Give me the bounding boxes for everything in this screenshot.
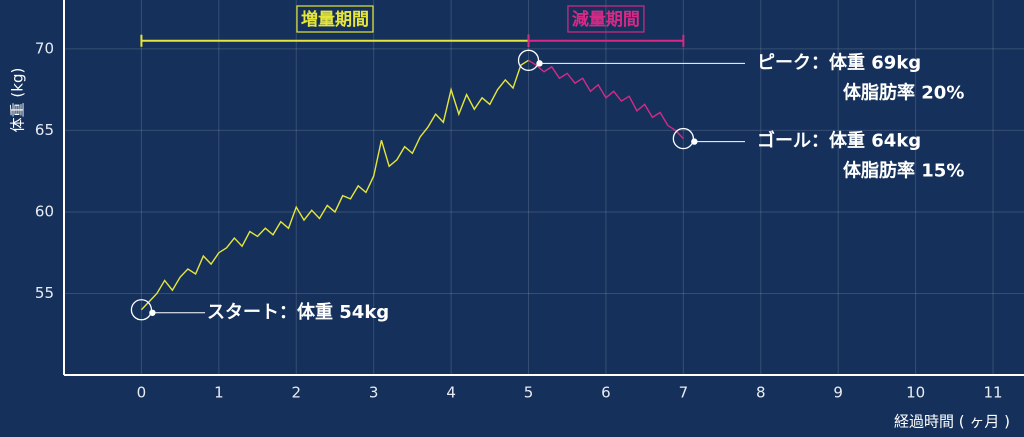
x-tick-label: 5	[524, 384, 534, 402]
annotation-text: スタート：体重 54kg	[207, 301, 389, 323]
x-tick-label: 0	[137, 384, 147, 402]
phase-box	[567, 5, 645, 33]
phase-label: 増量期間	[301, 9, 369, 30]
data-line	[528, 59, 684, 140]
data-line	[140, 59, 529, 311]
x-tick-label: 3	[369, 384, 379, 402]
y-axis-label: 体重 (kg)	[9, 68, 27, 133]
x-tick-label: 1	[214, 384, 224, 402]
y-tick-label: 55	[35, 284, 54, 302]
annotation-text: 体脂肪率 20%	[843, 81, 964, 103]
phase-box	[296, 5, 374, 33]
x-tick-label: 7	[679, 384, 689, 402]
x-axis-label: 経過時間 ( ヶ月 )	[894, 413, 1010, 431]
x-tick-label: 10	[906, 384, 925, 402]
annotation-text: ゴール：体重 64kg	[757, 130, 921, 152]
phase-label: 減量期間	[572, 9, 640, 30]
annotation-text: 体脂肪率 15%	[843, 160, 964, 182]
y-tick-label: 60	[35, 202, 54, 220]
x-tick-label: 9	[833, 384, 843, 402]
y-tick-label: 70	[35, 39, 54, 57]
y-tick-label: 65	[35, 121, 54, 139]
x-tick-label: 8	[756, 384, 766, 402]
x-tick-label: 2	[291, 384, 301, 402]
x-tick-label: 6	[601, 384, 611, 402]
annotation-text: ピーク：体重 69kg	[757, 51, 921, 73]
x-tick-label: 11	[983, 384, 1002, 402]
x-tick-label: 4	[446, 384, 456, 402]
